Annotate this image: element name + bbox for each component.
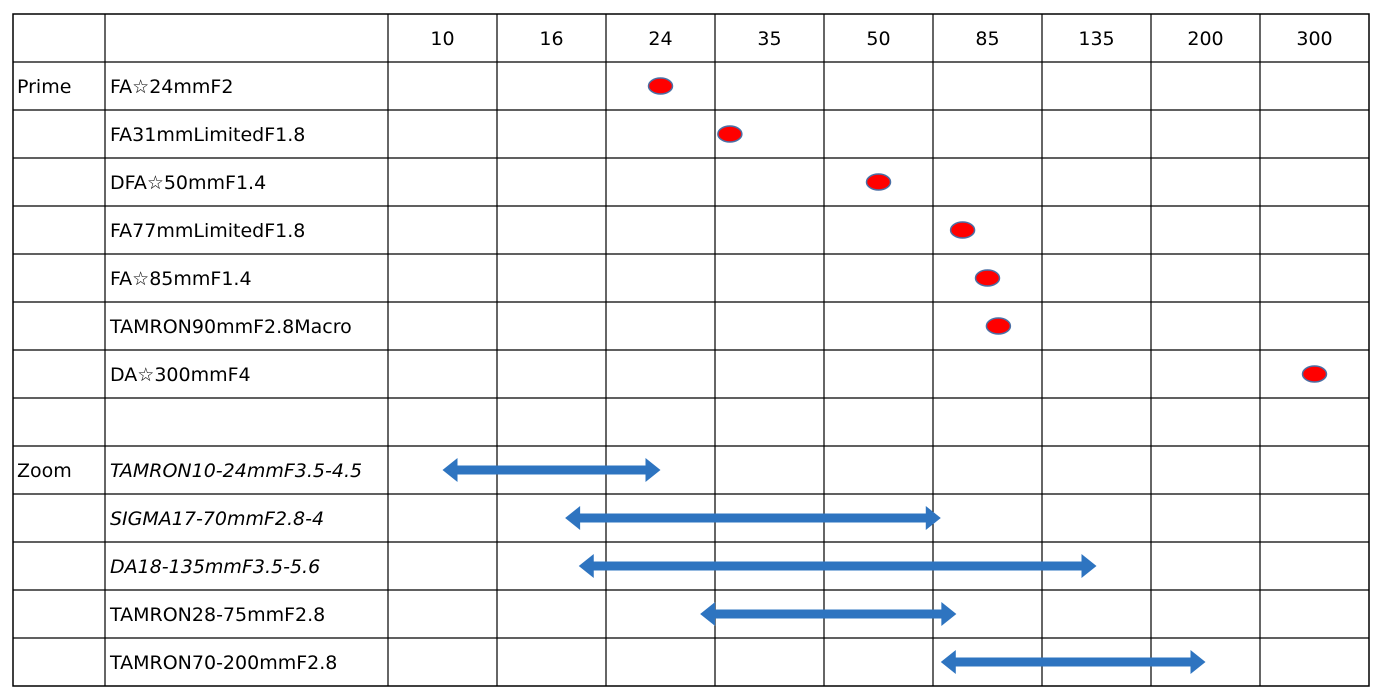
lens-name: FA☆85mmF1.4 — [110, 268, 252, 290]
focal-length-header: 85 — [975, 28, 999, 50]
lens-name: FA77mmLimitedF1.8 — [110, 220, 305, 242]
focal-length-header: 50 — [866, 28, 890, 50]
lens-name: FA☆24mmF2 — [110, 76, 233, 98]
zoom-range-arrow — [442, 458, 661, 482]
zoom-range-arrow — [578, 554, 1097, 578]
focal-length-header: 135 — [1078, 28, 1114, 50]
prime-lens-marker — [865, 173, 892, 191]
prime-lens-marker — [974, 269, 1001, 287]
lens-name: TAMRON90mmF2.8Macro — [109, 316, 352, 338]
lens-name: SIGMA17-70mmF2.8-4 — [110, 508, 324, 530]
lens-name: DA18-135mmF3.5-5.6 — [110, 556, 320, 578]
focal-length-header: 35 — [757, 28, 781, 50]
lens-name: FA31mmLimitedF1.8 — [110, 124, 305, 146]
table-grid — [12, 13, 1370, 687]
focal-length-header: 10 — [430, 28, 454, 50]
table-text: 10 16 24 35 50 85 135 200 300 Prime Zoom FA☆24mmF2 F… — [17, 28, 1333, 674]
focal-length-header: 300 — [1296, 28, 1332, 50]
focal-length-header: 200 — [1187, 28, 1223, 50]
lens-name: TAMRON28-75mmF2.8 — [109, 604, 325, 626]
zoom-range-arrow — [940, 650, 1206, 674]
group-label: Prime — [17, 76, 71, 98]
lens-name: DFA☆50mmF1.4 — [110, 172, 266, 194]
lens-name: TAMRON70-200mmF2.8 — [109, 652, 337, 674]
zoom-range-arrow — [565, 506, 941, 530]
prime-lens-marker — [985, 317, 1012, 335]
prime-lens-marker — [949, 221, 976, 239]
prime-lens-marker — [647, 77, 674, 95]
group-label: Zoom — [17, 460, 72, 482]
lens-name: DA☆300mmF4 — [110, 364, 251, 386]
lens-name: TAMRON10-24mmF3.5-4.5 — [110, 460, 362, 482]
zoom-range-arrow — [700, 602, 957, 626]
focal-length-header: 24 — [648, 28, 672, 50]
prime-lens-marker — [717, 125, 743, 143]
focal-length-header: 16 — [539, 28, 563, 50]
chart-marks — [442, 77, 1328, 674]
prime-lens-marker — [1301, 365, 1328, 383]
